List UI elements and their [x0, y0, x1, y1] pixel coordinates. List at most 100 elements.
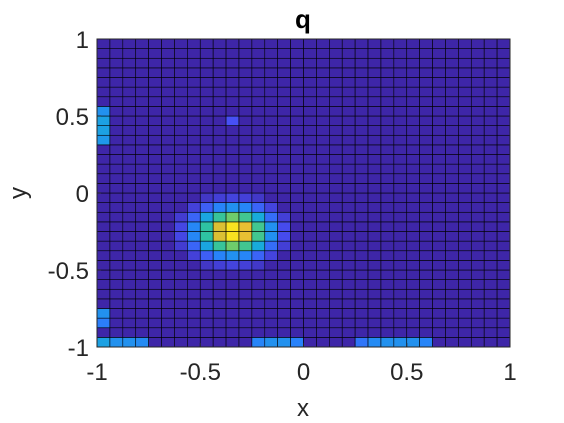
heatmap-cell	[367, 77, 382, 88]
heatmap-cell	[483, 154, 498, 165]
heatmap-cell	[483, 183, 498, 194]
heatmap-cell	[393, 173, 408, 184]
heatmap-cell	[187, 86, 201, 98]
heatmap-cell	[225, 134, 240, 146]
heatmap-cell	[483, 96, 498, 107]
heatmap-cell	[341, 154, 356, 165]
heatmap-cell	[199, 269, 214, 280]
heatmap-cell	[432, 57, 446, 69]
heatmap-cell	[303, 67, 317, 78]
heatmap-cell	[341, 57, 356, 69]
heatmap-cell	[161, 57, 175, 69]
heatmap-cell	[251, 260, 266, 271]
heatmap-cell	[445, 67, 459, 78]
heatmap-cell	[393, 183, 408, 194]
heatmap-cell	[264, 240, 278, 252]
heatmap-cell	[316, 144, 330, 155]
heatmap-cell	[496, 154, 511, 165]
heatmap-cell	[135, 144, 149, 155]
heatmap-cell	[148, 57, 162, 69]
heatmap-cell	[393, 115, 408, 126]
heatmap-cell	[483, 134, 498, 146]
heatmap-cell	[316, 86, 330, 98]
heatmap-cell	[199, 183, 214, 194]
heatmap-cell	[96, 221, 111, 232]
heatmap-cell	[470, 125, 485, 136]
heatmap-cell	[458, 240, 472, 252]
heatmap-cell	[174, 221, 188, 232]
heatmap-cell	[303, 327, 317, 338]
heatmap-cell	[96, 211, 111, 223]
heatmap-cell	[316, 57, 330, 69]
heatmap-cell	[187, 327, 201, 338]
heatmap-cell	[406, 115, 420, 126]
y-tick-label: 1	[76, 27, 89, 54]
heatmap-cell	[354, 134, 369, 146]
heatmap-cell	[329, 279, 343, 290]
heatmap-cell	[393, 240, 408, 252]
x-tick-label: -1	[86, 359, 107, 386]
heatmap-cell	[329, 48, 343, 59]
heatmap-cell	[496, 192, 511, 203]
heatmap-cell	[380, 211, 395, 223]
heatmap-cell	[380, 298, 395, 309]
heatmap-cell	[316, 125, 330, 136]
heatmap-cell	[225, 115, 240, 126]
heatmap-cell	[290, 260, 304, 271]
heatmap-cell	[135, 279, 149, 290]
heatmap-cell	[419, 240, 433, 252]
heatmap-cell	[419, 67, 433, 78]
heatmap-cell	[290, 337, 304, 348]
heatmap-cell	[406, 231, 420, 242]
heatmap-cell	[109, 154, 124, 165]
heatmap-cell	[122, 221, 137, 232]
heatmap-cell	[187, 337, 201, 348]
heatmap-cell	[496, 240, 511, 252]
heatmap-cell	[290, 327, 304, 338]
heatmap-cell	[148, 317, 162, 329]
heatmap-cell	[496, 106, 511, 117]
heatmap-cell	[316, 269, 330, 280]
heatmap-cell	[212, 250, 227, 261]
heatmap-cell	[458, 38, 472, 49]
heatmap-cell	[212, 269, 227, 280]
heatmap-cell	[458, 77, 472, 88]
heatmap-cell	[341, 269, 356, 280]
heatmap-cell	[290, 77, 304, 88]
heatmap-cell	[406, 240, 420, 252]
heatmap-cell	[96, 48, 111, 59]
heatmap-cell	[406, 337, 420, 348]
heatmap-cell	[329, 77, 343, 88]
heatmap-cell	[290, 163, 304, 175]
heatmap-cell	[483, 48, 498, 59]
heatmap-cell	[341, 279, 356, 290]
heatmap-cell	[238, 154, 253, 165]
heatmap-cell	[445, 260, 459, 271]
heatmap-cell	[419, 134, 433, 146]
heatmap-cell	[354, 192, 369, 203]
heatmap-cell	[238, 269, 253, 280]
heatmap-cell	[458, 279, 472, 290]
heatmap-cell	[458, 288, 472, 300]
heatmap-cell	[354, 288, 369, 300]
heatmap-cell	[174, 96, 188, 107]
heatmap-cell	[341, 144, 356, 155]
heatmap-cell	[187, 77, 201, 88]
heatmap-cell	[470, 183, 485, 194]
heatmap-cell	[251, 192, 266, 203]
heatmap-cell	[406, 173, 420, 184]
heatmap-cell	[290, 308, 304, 319]
heatmap-cell	[225, 144, 240, 155]
heatmap-cell	[367, 86, 382, 98]
heatmap-cell	[225, 317, 240, 329]
heatmap-cell	[367, 183, 382, 194]
heatmap-cell	[329, 163, 343, 175]
heatmap-cell	[432, 327, 446, 338]
heatmap-cell	[329, 231, 343, 242]
heatmap-cell	[380, 173, 395, 184]
heatmap-cell	[277, 202, 291, 213]
heatmap-cell	[419, 38, 433, 49]
heatmap-cell	[458, 57, 472, 69]
heatmap-cell	[96, 269, 111, 280]
